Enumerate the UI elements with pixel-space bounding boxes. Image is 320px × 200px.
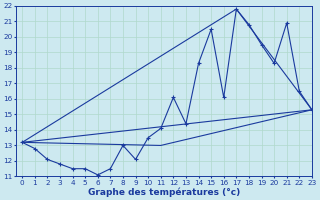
X-axis label: Graphe des températures (°c): Graphe des températures (°c) (88, 187, 240, 197)
